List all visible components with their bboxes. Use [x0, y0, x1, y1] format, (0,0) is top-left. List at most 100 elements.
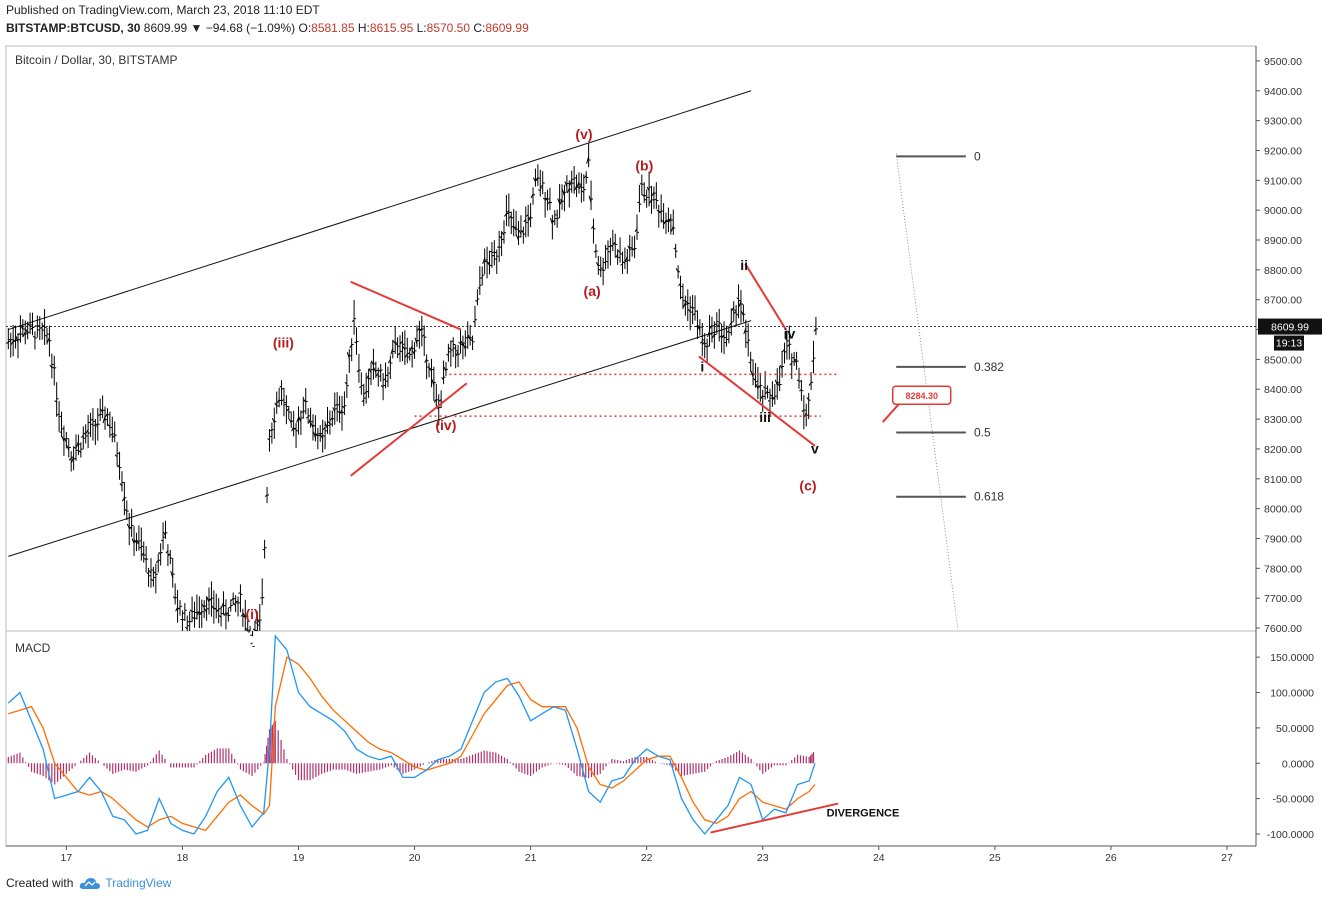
- ohlc-open-tick: [107, 424, 111, 428]
- wave-label: (i): [245, 606, 258, 622]
- countdown-label: 19:13: [1276, 338, 1302, 350]
- ohlc-open-tick: [80, 434, 84, 439]
- macd-line: [7, 634, 816, 836]
- wave-label: iv: [784, 326, 796, 342]
- footer: Created with TradingView: [6, 876, 171, 890]
- fibonacci-levels: 0 0.382 0.5 0.618: [895, 149, 1004, 629]
- ohlc-open-tick: [349, 344, 353, 349]
- ohlc-open-tick: [794, 359, 798, 364]
- ohlc-open-tick: [487, 261, 490, 266]
- ohlc-open-tick: [363, 391, 367, 395]
- ohlc-open-tick: [581, 190, 585, 193]
- ohlc-open-tick: [329, 417, 333, 421]
- ohlc-open-tick: [482, 258, 486, 264]
- wedge-line: [350, 382, 468, 477]
- ohlc-open-tick: [753, 378, 756, 381]
- ohlc-open-tick: [339, 409, 343, 414]
- ohlc-open-tick: [13, 339, 16, 342]
- time-tick-label: 19: [293, 852, 305, 864]
- ohlc-open-tick: [226, 612, 229, 615]
- ohlc-open-tick: [600, 269, 604, 271]
- ohlc-open-tick: [682, 302, 686, 308]
- price-tick-label: 8400.00: [1264, 384, 1302, 396]
- ohlc-open-tick: [716, 324, 720, 328]
- ohlc-open-tick: [163, 531, 166, 537]
- price-tick-label: 9100.00: [1264, 175, 1302, 187]
- ohlc-open-tick: [119, 483, 123, 487]
- fib-level-label: 0.5: [974, 426, 991, 440]
- ohlc-open-tick: [153, 571, 157, 574]
- ohlc-open-tick: [392, 340, 396, 344]
- ohlc-open-tick: [620, 263, 623, 266]
- time-tick-label: 22: [641, 852, 653, 864]
- ohlc-open-tick: [513, 226, 517, 231]
- ohlc-open-tick: [678, 282, 681, 287]
- ohlc-open-tick: [10, 341, 14, 345]
- ohlc-open-tick: [46, 337, 50, 343]
- ohlc-open-tick: [576, 181, 580, 188]
- ohlc-open-tick: [337, 411, 340, 414]
- ohlc-open-tick: [192, 616, 195, 620]
- ohlc-open-tick: [121, 497, 125, 502]
- ohlc-open-tick: [416, 327, 420, 331]
- ohlc-open-tick: [467, 334, 471, 340]
- ohlc-open-tick: [738, 301, 742, 308]
- ohlc-open-tick: [136, 539, 140, 544]
- ohlc-open-tick: [455, 351, 459, 357]
- ohlc-open-tick: [697, 324, 701, 331]
- ohlc-open-tick: [612, 241, 616, 245]
- high-label: H:: [357, 21, 370, 35]
- ohlc-open-tick: [49, 364, 53, 368]
- price-tick-label: 8000.00: [1264, 504, 1302, 516]
- ohlc-open-tick: [318, 432, 321, 435]
- ohlc-open-tick: [518, 229, 522, 235]
- ohlc-open-tick: [516, 235, 519, 241]
- ohlc-open-tick: [784, 337, 788, 341]
- wave-label: (iii): [273, 334, 294, 350]
- price-tick-label: 8100.00: [1264, 474, 1302, 486]
- ohlc-open-tick: [25, 328, 29, 335]
- ohlc-open-tick: [668, 217, 672, 223]
- ohlc-open-tick: [151, 578, 154, 582]
- ohlc-open-tick: [6, 341, 9, 344]
- ohlc-open-tick: [211, 605, 215, 610]
- ohlc-open-tick: [354, 341, 357, 344]
- ohlc-open-tick: [707, 330, 711, 338]
- ohlc-open-tick: [695, 325, 698, 328]
- ohlc-open-tick: [342, 405, 345, 409]
- ohlc-open-tick: [675, 268, 679, 273]
- macd-axis[interactable]: 150.0000 100.0000 50.0000 0.0000 -50.0000 -10…: [1256, 652, 1314, 841]
- ohlc-open-tick: [499, 235, 502, 239]
- ohlc-open-tick: [257, 619, 261, 624]
- countdown-badge: [1274, 335, 1304, 351]
- ohlc-open-tick: [334, 403, 338, 406]
- trend-channel: [6, 90, 1256, 557]
- ohlc-open-tick: [134, 539, 137, 543]
- ohlc-open-tick: [595, 262, 599, 267]
- ohlc-open-tick: [114, 454, 118, 458]
- ohlc-open-tick: [453, 347, 456, 350]
- tradingview-logo[interactable]: TradingView: [79, 876, 171, 890]
- time-tick-label: 18: [177, 852, 189, 864]
- ohlc-open-tick: [18, 333, 21, 336]
- ohlc-open-tick: [714, 323, 718, 326]
- ohlc-open-tick: [721, 334, 725, 339]
- symbol-label[interactable]: BITSTAMP:BTCUSD, 30: [6, 21, 141, 35]
- ohlc-open-tick: [264, 494, 268, 498]
- ohlc-open-tick: [765, 390, 768, 395]
- ohlc-open-tick: [199, 612, 203, 616]
- ohlc-open-tick: [206, 597, 210, 603]
- ohlc-open-tick: [501, 231, 505, 236]
- ohlc-open-tick: [433, 398, 437, 403]
- ohlc-open-tick: [535, 177, 539, 181]
- ohlc-open-tick: [93, 424, 96, 427]
- ohlc-open-tick: [791, 356, 795, 359]
- ohlc-open-tick: [511, 225, 514, 228]
- price-tick-label: 7700.00: [1264, 593, 1302, 605]
- ohlc-open-tick: [806, 397, 810, 401]
- ohlc-open-tick: [141, 552, 145, 557]
- fib-level-label: 0.382: [974, 360, 1004, 374]
- time-axis[interactable]: 17 18 19 20 21 22 23 24 25 26 27: [61, 846, 1233, 864]
- ohlc-open-tick: [54, 400, 58, 403]
